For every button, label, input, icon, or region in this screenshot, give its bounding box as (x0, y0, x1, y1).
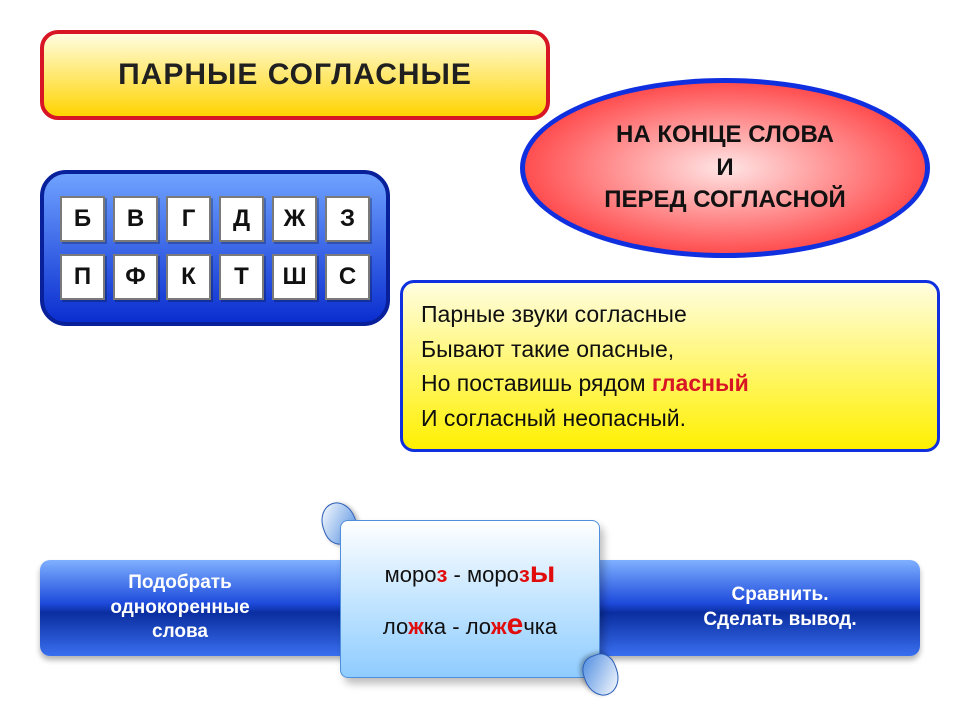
letters-row-voiced: БВГДЖЗ (60, 196, 370, 242)
context-ellipse: НА КОНЦЕ СЛОВА И ПЕРЕД СОГЛАСНОЙ (520, 78, 930, 258)
poem-line: Но поставишь рядом гласный (421, 366, 919, 401)
bottom-right-hint: Сравнить. Сделать вывод. (670, 583, 890, 632)
examples-scroll: мороз - морозы ложка - ложечка (318, 496, 622, 696)
letters-panel: БВГДЖЗ ПФКТШС (40, 170, 390, 326)
letter-cell: К (166, 254, 211, 300)
bottom-left-line1: Подобрать (70, 571, 290, 596)
letter-cell: З (325, 196, 370, 242)
ellipse-line-2: И (716, 152, 733, 184)
bottom-left-hint: Подобрать однокоренные слова (70, 571, 290, 645)
poem-highlight: гласный (652, 370, 749, 396)
letter-cell: Г (166, 196, 211, 242)
letter-cell: Ш (272, 254, 317, 300)
letter-cell: Ф (113, 254, 158, 300)
title-text: ПАРНЫЕ СОГЛАСНЫЕ (118, 58, 472, 92)
example-big-letter: ы (530, 556, 556, 589)
letter-cell: Д (219, 196, 264, 242)
example-red-letter: ж (408, 614, 424, 639)
ellipse-line-3: ПЕРЕД СОГЛАСНОЙ (604, 184, 846, 216)
ellipse-line-1: НА КОНЦЕ СЛОВА (616, 119, 834, 151)
example-line: ложка - ложечка (383, 608, 557, 642)
poem-line: И согласный неопасный. (421, 401, 919, 436)
letter-cell: В (113, 196, 158, 242)
poem-box: Парные звуки согласныеБывают такие опасн… (400, 280, 940, 452)
bottom-right-line2: Сделать вывод. (670, 608, 890, 633)
letter-cell: С (325, 254, 370, 300)
bottom-left-line3: слова (70, 620, 290, 645)
letter-cell: П (60, 254, 105, 300)
examples-body: мороз - морозы ложка - ложечка (340, 520, 600, 678)
poem-line: Парные звуки согласные (421, 297, 919, 332)
poem-line: Бывают такие опасные, (421, 332, 919, 367)
example-line: мороз - морозы (385, 556, 556, 590)
bottom-right-line1: Сравнить. (670, 583, 890, 608)
bottom-left-line2: однокоренные (70, 596, 290, 621)
example-red-letter: з (436, 562, 447, 587)
example-red-letter: з (519, 562, 530, 587)
letter-cell: Ж (272, 196, 317, 242)
letter-cell: Т (219, 254, 264, 300)
example-red-letter: ж (491, 614, 507, 639)
letters-row-voiceless: ПФКТШС (60, 254, 370, 300)
letter-cell: Б (60, 196, 105, 242)
title-bar: ПАРНЫЕ СОГЛАСНЫЕ (40, 30, 550, 120)
example-big-letter: е (507, 608, 524, 641)
